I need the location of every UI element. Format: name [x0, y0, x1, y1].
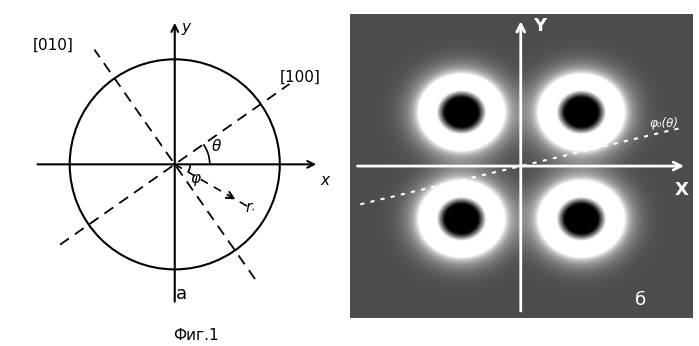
Text: θ: θ	[212, 139, 222, 154]
Text: Фиг.1: Фиг.1	[173, 328, 219, 343]
Text: Y: Y	[533, 17, 546, 35]
Text: б: б	[635, 291, 647, 309]
Text: y: y	[182, 20, 191, 35]
Text: φ₀(θ): φ₀(θ)	[649, 117, 678, 130]
Text: x: x	[320, 173, 329, 188]
Text: a: a	[176, 285, 187, 303]
Text: X: X	[675, 181, 689, 199]
Text: φ: φ	[191, 171, 201, 186]
Text: [100]: [100]	[280, 70, 321, 85]
Text: [010]: [010]	[33, 38, 74, 53]
Text: r: r	[246, 200, 252, 215]
